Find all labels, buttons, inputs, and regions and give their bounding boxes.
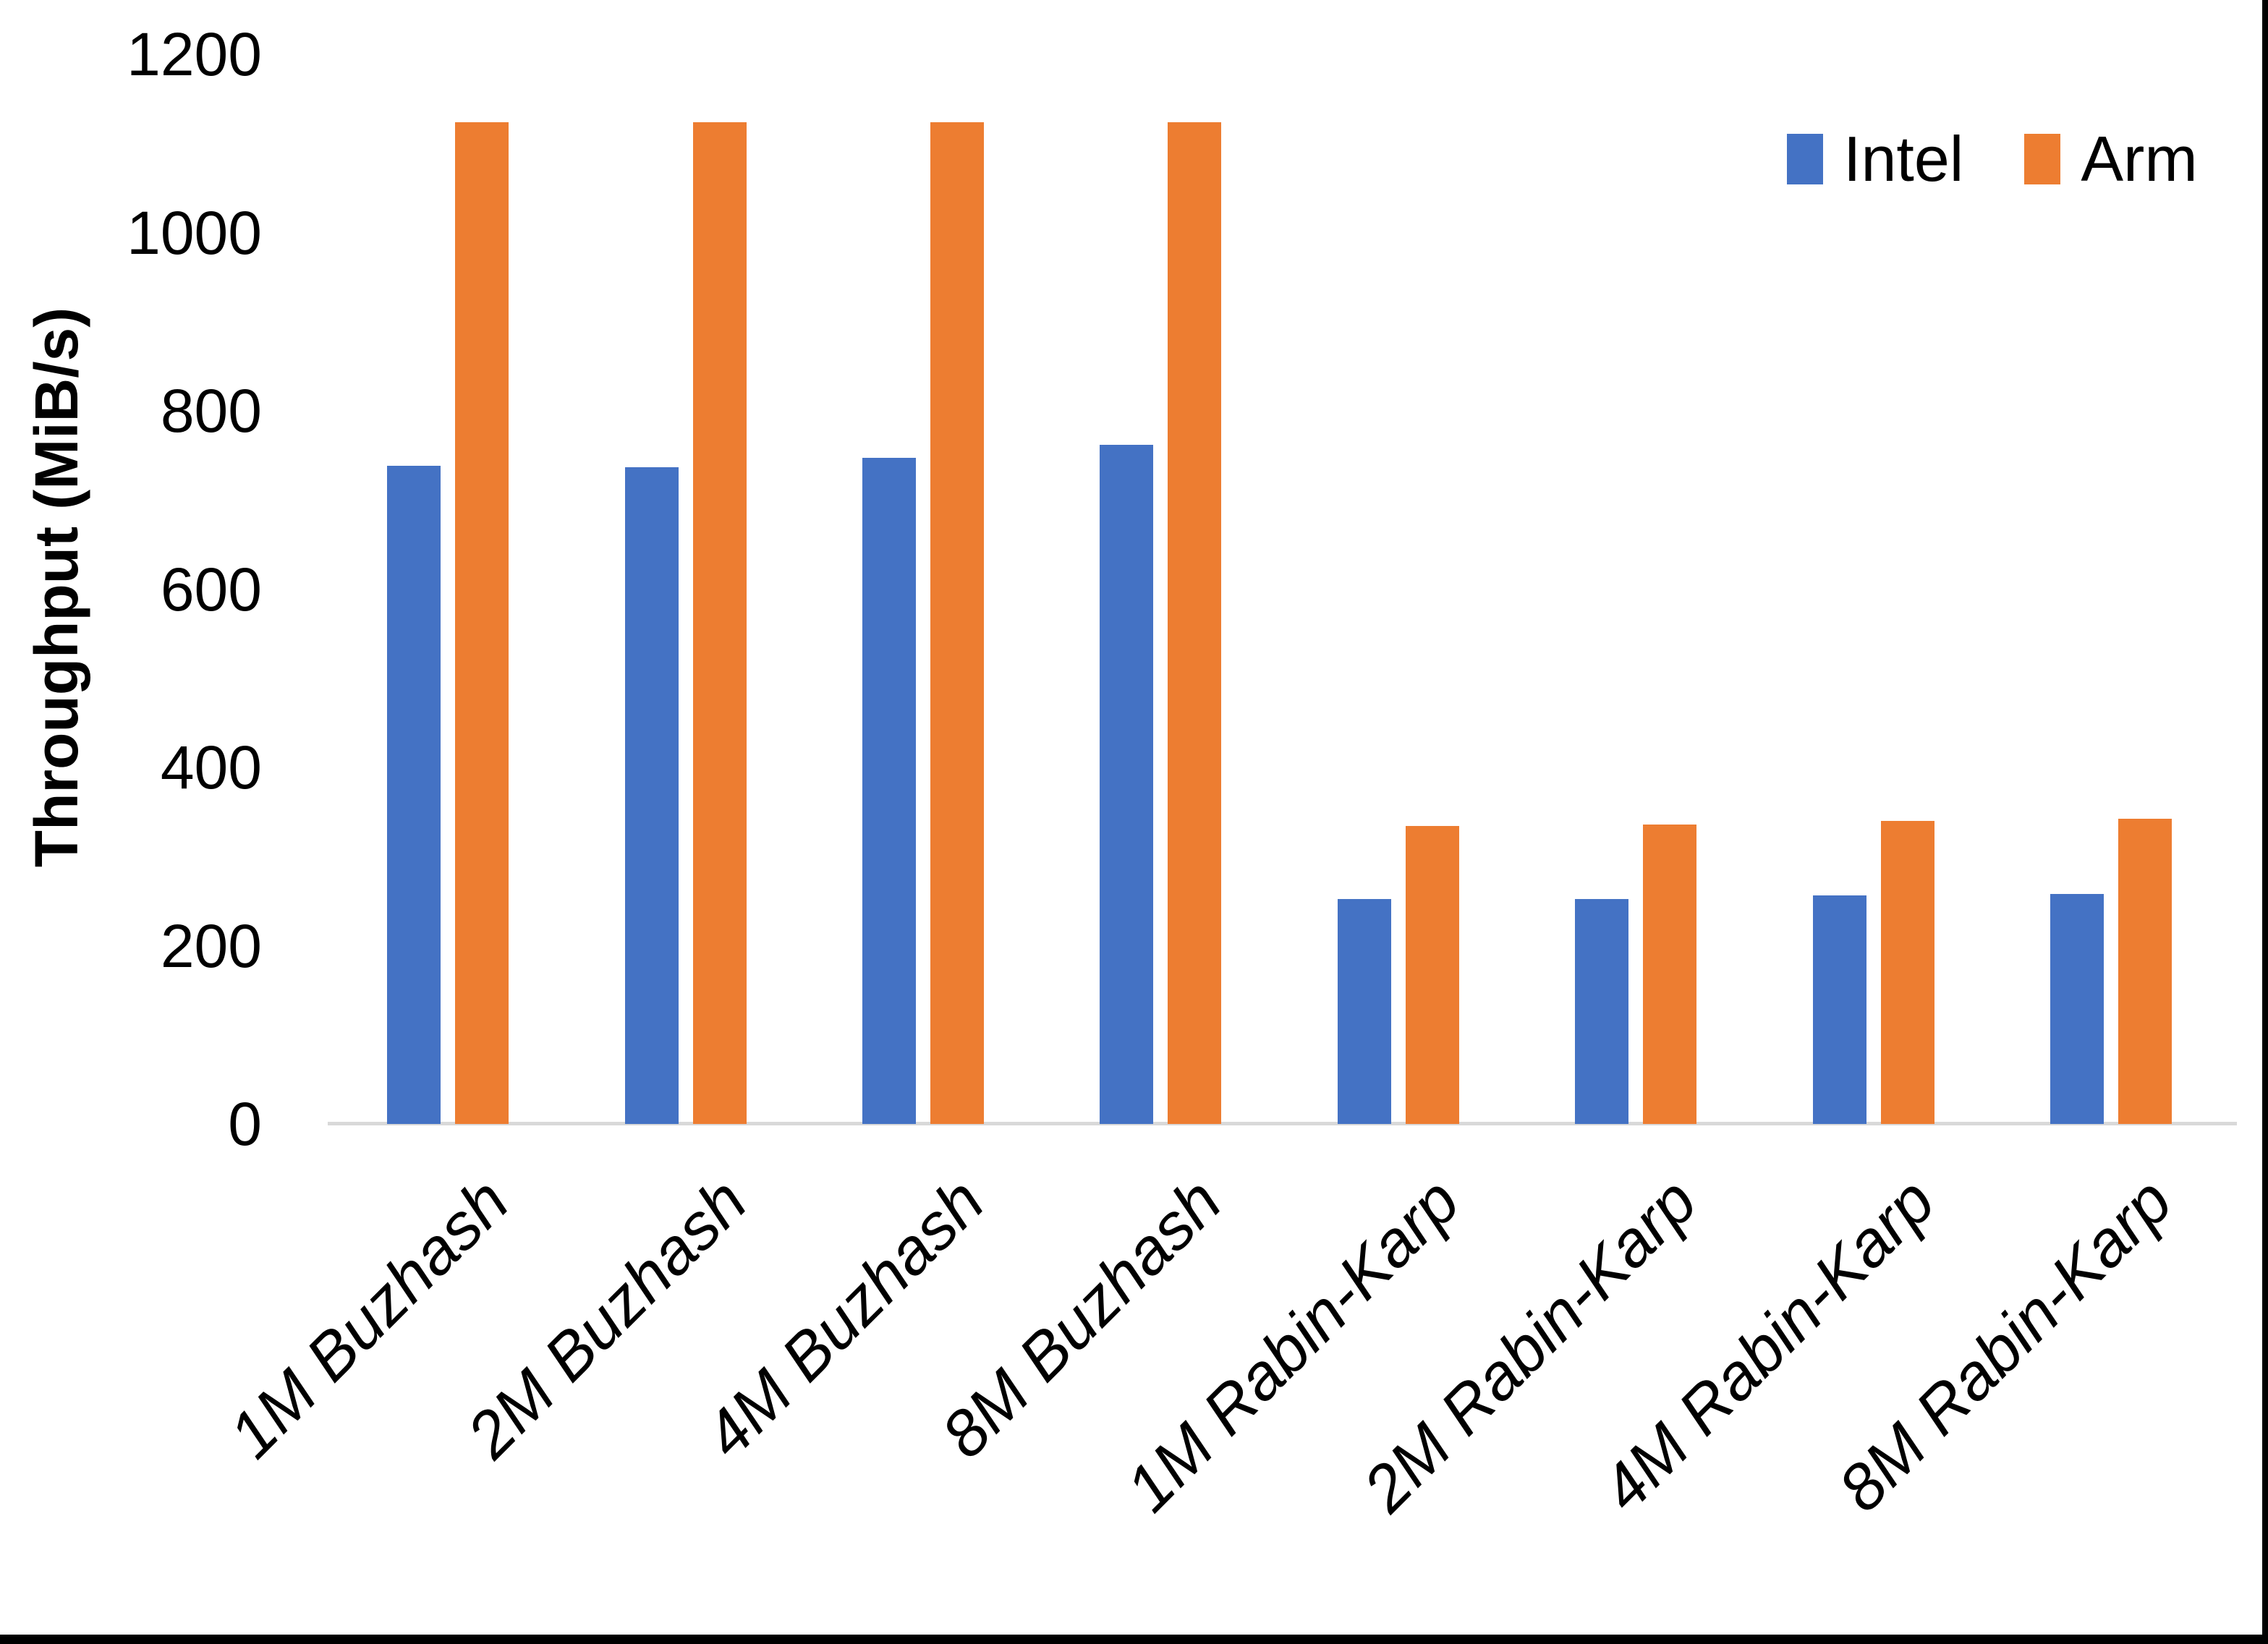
bar-arm <box>1406 826 1459 1124</box>
bar-intel <box>1813 895 1866 1124</box>
bar-intel <box>625 467 679 1124</box>
bar-arm <box>1881 821 1934 1124</box>
y-tick-label: 600 <box>160 555 262 623</box>
legend-label: Arm <box>2081 123 2198 195</box>
bar-arm <box>1168 122 1221 1124</box>
bar-arm <box>693 122 747 1124</box>
bar-arm <box>2118 819 2172 1124</box>
bar-intel <box>2050 894 2104 1124</box>
bottom-border-bar <box>0 1635 2268 1644</box>
bar-intel <box>862 458 916 1124</box>
legend-label: Intel <box>1843 123 1964 195</box>
right-border-bar <box>2262 0 2268 1644</box>
y-tick-label: 0 <box>228 1090 262 1158</box>
bar-intel <box>1338 899 1391 1124</box>
y-tick-label: 400 <box>160 733 262 801</box>
legend: Intel Arm <box>1787 124 2198 194</box>
bar-intel <box>1575 899 1628 1124</box>
bar-arm <box>1643 825 1696 1124</box>
y-tick-label: 200 <box>160 912 262 980</box>
legend-item-arm: Arm <box>2024 123 2198 195</box>
bar-intel <box>1100 445 1153 1124</box>
legend-swatch-arm <box>2024 134 2061 184</box>
bar-arm <box>930 122 984 1124</box>
y-tick-label: 1000 <box>127 199 262 267</box>
legend-swatch-intel <box>1787 134 1823 184</box>
bar-arm <box>455 122 509 1124</box>
y-tick-label: 800 <box>160 377 262 445</box>
bar-intel <box>387 466 441 1124</box>
x-axis-line <box>328 1122 2237 1125</box>
legend-item-intel: Intel <box>1787 124 1963 194</box>
y-tick-label: 1200 <box>127 20 262 88</box>
